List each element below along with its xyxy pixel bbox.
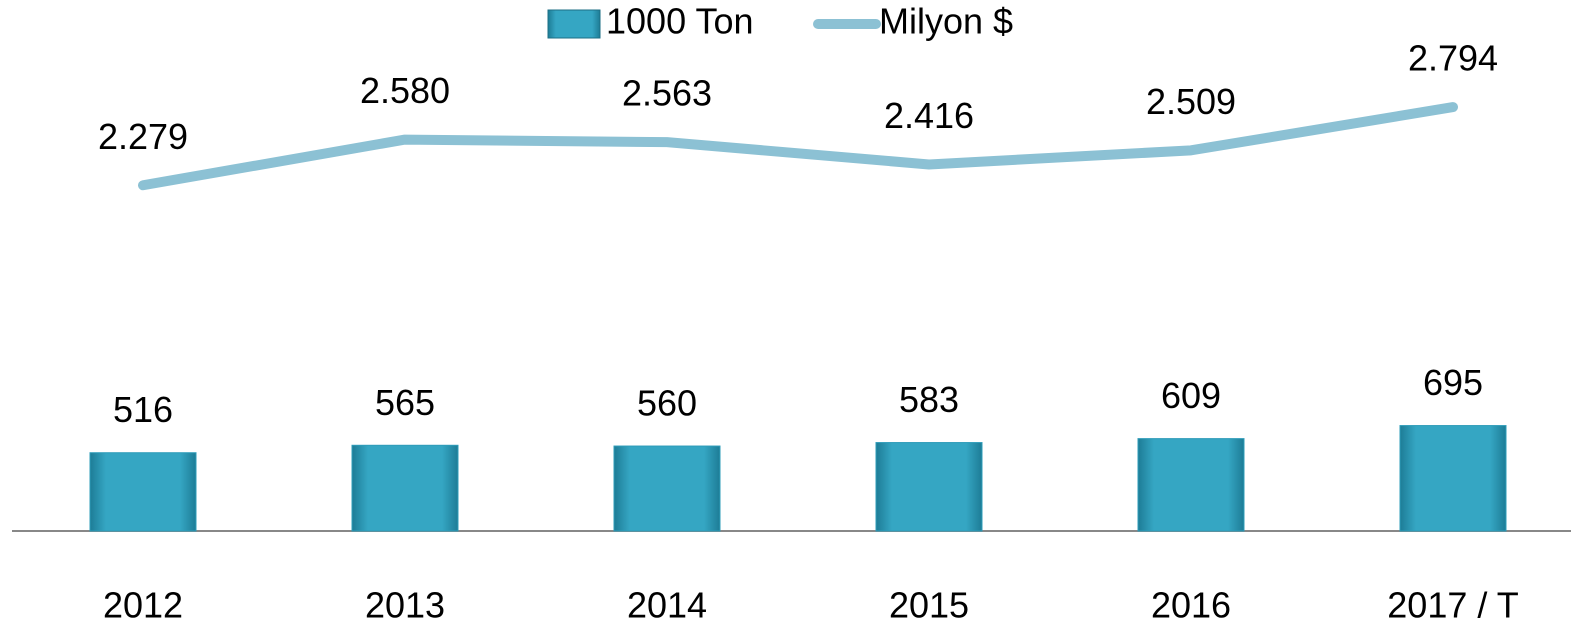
line — [138, 102, 1458, 191]
x-tick-label: 2012 — [103, 585, 183, 626]
data-label: 2.580 — [360, 70, 450, 111]
data-label: 583 — [899, 379, 959, 420]
x-tick-label: 2015 — [889, 585, 969, 626]
legend-label: 1000 Ton — [606, 1, 753, 42]
data-label: 2.794 — [1408, 38, 1498, 79]
data-label: 565 — [375, 382, 435, 423]
data-label: 516 — [113, 389, 173, 430]
x-tick-label: 2016 — [1151, 585, 1231, 626]
legend-swatch — [547, 9, 601, 39]
bar — [89, 452, 197, 532]
data-label: 695 — [1423, 362, 1483, 403]
data-label: 609 — [1161, 375, 1221, 416]
data-label: 2.279 — [98, 116, 188, 157]
data-label: 560 — [637, 383, 697, 424]
data-label: 2.416 — [884, 95, 974, 136]
x-tick-label: 2014 — [627, 585, 707, 626]
data-label: 2.509 — [1146, 81, 1236, 122]
x-tick-label: 2013 — [365, 585, 445, 626]
bar — [875, 442, 983, 532]
bar — [351, 444, 459, 532]
bar — [1137, 438, 1245, 532]
x-tick-label: 2017 / T — [1387, 585, 1518, 626]
bar — [613, 445, 721, 532]
data-label: 2.563 — [622, 73, 712, 114]
legend-label: Milyon $ — [879, 1, 1013, 42]
bar — [1399, 425, 1507, 532]
